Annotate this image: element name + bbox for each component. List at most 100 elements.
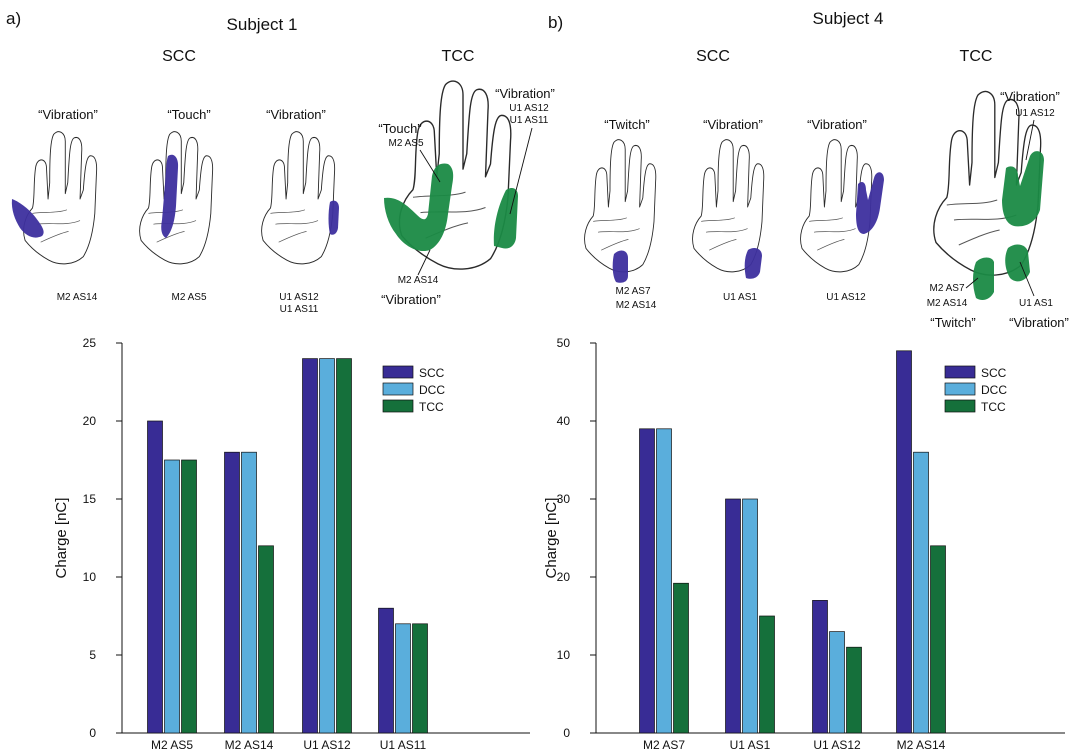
site-label: M2 AS14: [398, 275, 439, 286]
bar-tcc-m2-as7: [673, 582, 689, 734]
legend-swatch-tcc: [382, 399, 414, 413]
y-tick-label: 0: [563, 726, 570, 740]
y-axis-label: Charge [nC]: [543, 498, 560, 579]
hand-quote: “Vibration”: [703, 117, 763, 132]
bar-dcc-m2-as14: [913, 451, 929, 734]
bar-dcc-u1-as12: [829, 631, 845, 734]
leader-line: [1019, 261, 1035, 297]
legend-label-scc: SCC: [981, 366, 1007, 380]
x-tick-label: U1 AS12: [303, 738, 351, 752]
tcc-quote: “Vibration”: [1000, 89, 1060, 104]
leader-line: [965, 277, 979, 289]
panel-b-scc-hand-2: “Vibration” U1 AS1: [692, 117, 765, 303]
legend-label-tcc: TCC: [981, 400, 1006, 414]
site-label: M2 AS5: [388, 138, 423, 149]
hand-illustration: [261, 131, 336, 265]
bar-scc-m2-as5: [147, 420, 163, 734]
bar-scc-u1-as1: [725, 498, 741, 734]
site-label: M2 AS14: [927, 298, 968, 309]
sensation-area-fingers: [1002, 151, 1044, 227]
bar-tcc-m2-as5: [181, 459, 197, 734]
x-tick-label: M2 AS14: [225, 738, 274, 752]
bar-dcc-u1-as11: [395, 623, 411, 734]
site-label: M2 AS14: [616, 300, 657, 311]
legend-swatch-dcc: [382, 382, 414, 396]
bar-scc-u1-as12: [812, 600, 828, 734]
hand-quote: “Vibration”: [266, 107, 326, 122]
panel-b-scc-hand-3: “Vibration” U1 AS12: [800, 117, 884, 303]
bar-dcc-u1-as1: [742, 498, 758, 734]
y-tick-label: 20: [83, 414, 97, 428]
bar-scc-m2-as14: [896, 350, 912, 734]
bar-dcc-u1-as12: [319, 358, 335, 734]
y-tick-label: 30: [557, 492, 571, 506]
sensation-area-little: [493, 188, 518, 249]
bar-scc-m2-as7: [639, 428, 655, 734]
y-tick-label: 40: [557, 414, 571, 428]
site-label: M2 AS7: [929, 283, 964, 294]
site-label: M2 AS14: [57, 292, 98, 303]
y-axis-label: Charge [nC]: [53, 498, 70, 579]
site-label: U1 AS12: [826, 292, 866, 303]
leader-line: [419, 149, 441, 183]
bar-tcc-u1-as11: [412, 623, 428, 734]
tcc-quote: “Touch”: [378, 121, 421, 136]
site-label: U1 AS11: [510, 115, 549, 126]
bar-tcc-u1-as1: [759, 615, 775, 734]
x-tick-label: M2 AS5: [151, 738, 193, 752]
chart-subject-1: 0 5 10 15 20 25 Charge [nC] M2 AS5 M2 AS14 U1 AS1…: [53, 336, 530, 752]
sensation-area-palm-left: [973, 257, 994, 300]
tcc-quote: “Vibration”: [495, 86, 555, 101]
panel-a-tcc-hand: “Touch” M2 AS5 “Vibration” U1 AS12 U1 AS…: [378, 80, 555, 307]
bar-dcc-m2-as14: [241, 451, 257, 734]
panel-b-scc-header: SCC: [696, 48, 730, 65]
hand-illustration: [23, 131, 98, 265]
y-tick-label: 50: [557, 336, 571, 350]
panel-a-scc-header: SCC: [162, 48, 196, 65]
hand-quote: “Vibration”: [807, 117, 867, 132]
panel-a-scc-hand-2: “Twitch” “Touch” M2 AS5: [139, 107, 214, 303]
panel-a-letter: a): [6, 9, 21, 28]
y-tick-label: 0: [89, 726, 96, 740]
site-label: M2 AS7: [615, 286, 650, 297]
legend-label-scc: SCC: [419, 366, 445, 380]
panel-a: a) Subject 1 SCC TCC “Vibration” M2 AS14…: [6, 9, 555, 315]
sensation-area: [161, 154, 179, 238]
panel-a-scc-hand-1: “Vibration” M2 AS14: [11, 107, 98, 303]
bar-scc-u1-as12: [302, 358, 318, 734]
bar-tcc-u1-as12: [846, 646, 862, 734]
site-label: M2 AS5: [171, 292, 206, 303]
sensation-area: [744, 248, 762, 279]
site-label: U1 AS12: [279, 292, 319, 303]
bar-dcc-m2-as7: [656, 428, 672, 734]
sensation-area-thumb: [384, 163, 454, 252]
hand-quote: “Twitch”: [604, 117, 650, 132]
y-tick-label: 15: [83, 492, 97, 506]
x-tick-label: U1 AS1: [730, 738, 771, 752]
leader-line: [417, 249, 431, 276]
leader-line: [509, 127, 533, 215]
bar-scc-m2-as14: [224, 451, 240, 734]
x-tick-label: M2 AS7: [643, 738, 685, 752]
legend-label-dcc: DCC: [981, 383, 1007, 397]
panel-a-subject-title: Subject 1: [227, 15, 298, 34]
hand-quote: “Vibration”: [38, 107, 98, 122]
y-tick-label: 25: [83, 336, 97, 350]
x-tick-label: U1 AS11: [380, 738, 427, 752]
leader-line: [1025, 119, 1035, 161]
site-label: U1 AS12: [1015, 108, 1055, 119]
y-tick-label: 10: [557, 648, 571, 662]
x-tick-label: M2 AS14: [897, 738, 946, 752]
legend-swatch-scc: [944, 365, 976, 379]
bar-tcc-u1-as12: [336, 358, 352, 734]
site-label: U1 AS12: [509, 103, 549, 114]
y-tick-label: 20: [557, 570, 571, 584]
panel-b: b) Subject 4 SCC TCC “Twitch” M2 AS7 M2 …: [548, 9, 1069, 330]
sensation-area: [11, 199, 44, 238]
panel-b-tcc-hand: “Vibration” U1 AS12 M2 AS7 M2 AS14 “Twit…: [927, 89, 1069, 330]
site-label: U1 AS1: [1019, 298, 1053, 309]
bar-scc-u1-as11: [378, 607, 394, 734]
sensation-area: [612, 250, 628, 283]
panel-a-tcc-header: TCC: [442, 48, 475, 65]
